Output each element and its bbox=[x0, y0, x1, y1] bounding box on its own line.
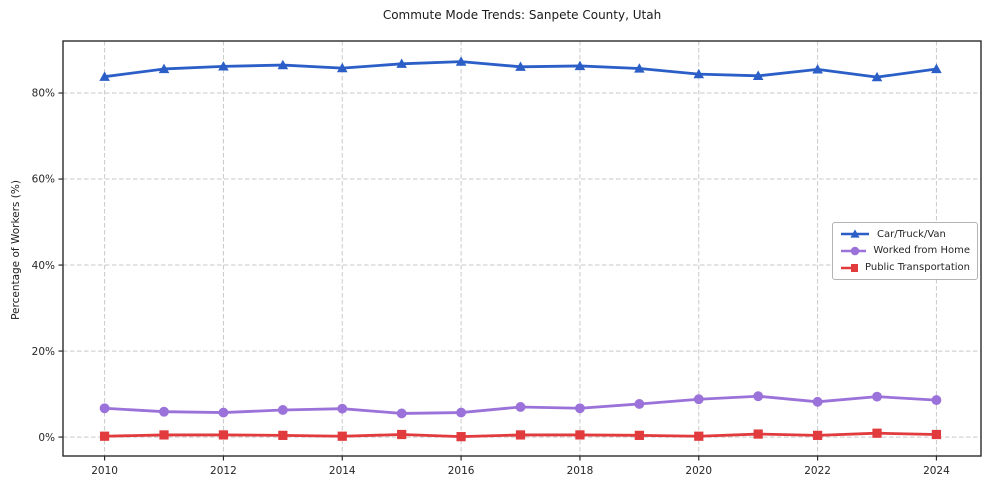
y-tick-label: 20% bbox=[32, 346, 55, 358]
x-tick-label: 2010 bbox=[91, 465, 118, 477]
x-tick-label: 2014 bbox=[329, 465, 356, 477]
legend-label: Worked from Home bbox=[873, 245, 970, 257]
legend: Car/Truck/Van Worked from Home Public Tran… bbox=[832, 222, 978, 280]
data-point-marker bbox=[277, 59, 289, 70]
x-tick-label: 2024 bbox=[923, 465, 950, 477]
legend-sample-triangle-icon bbox=[841, 229, 869, 238]
data-point-marker bbox=[694, 431, 704, 441]
data-point-marker bbox=[872, 391, 882, 402]
series-public-transportation bbox=[99, 428, 942, 442]
data-point-marker bbox=[456, 432, 466, 442]
data-point-marker bbox=[99, 71, 110, 81]
legend-entry-public-transportation: Public Transportation bbox=[840, 262, 970, 274]
data-point-marker bbox=[753, 429, 763, 439]
data-point-marker bbox=[337, 403, 348, 414]
data-point-marker bbox=[575, 403, 585, 414]
legend-sample-circle-icon bbox=[841, 246, 867, 256]
data-point-marker bbox=[872, 428, 882, 438]
data-point-marker bbox=[931, 63, 942, 74]
chart-title: Commute Mode Trends: Sanpete County, Uta… bbox=[382, 8, 662, 22]
data-point-marker bbox=[634, 399, 645, 409]
data-point-marker bbox=[99, 403, 110, 414]
data-point-marker bbox=[693, 394, 704, 405]
y-tick-label: 40% bbox=[32, 260, 55, 272]
data-point-marker bbox=[159, 406, 169, 417]
data-point-marker bbox=[336, 62, 348, 73]
data-point-marker bbox=[931, 429, 942, 440]
data-point-marker bbox=[218, 61, 229, 71]
data-point-marker bbox=[278, 430, 288, 440]
data-point-marker bbox=[752, 70, 764, 80]
y-tick-label: 0% bbox=[38, 432, 55, 444]
legend-label: Public Transportation bbox=[865, 262, 970, 274]
data-point-marker bbox=[158, 63, 170, 74]
x-tick-label: 2020 bbox=[685, 465, 712, 477]
data-point-marker bbox=[634, 63, 645, 73]
data-point-marker bbox=[218, 407, 229, 418]
data-point-marker bbox=[277, 405, 288, 415]
data-point-marker bbox=[871, 71, 883, 82]
data-point-marker bbox=[515, 430, 526, 440]
legend-label: Car/Truck/Van bbox=[877, 228, 946, 240]
legend-marker-icon bbox=[850, 263, 859, 272]
legend-entry-worked-from-home: Worked from Home bbox=[840, 245, 970, 257]
x-tick-label: 2022 bbox=[804, 465, 831, 477]
data-point-marker bbox=[456, 407, 467, 418]
data-point-marker bbox=[397, 429, 407, 440]
data-point-marker bbox=[396, 58, 407, 68]
series-worked-from-home bbox=[99, 391, 942, 419]
y-tick-label: 60% bbox=[32, 174, 55, 186]
data-point-marker bbox=[634, 430, 644, 440]
data-point-marker bbox=[455, 56, 467, 66]
data-point-marker bbox=[515, 402, 526, 412]
data-point-marker bbox=[218, 430, 229, 440]
legend-marker-icon bbox=[850, 246, 860, 256]
legend-marker-icon bbox=[850, 229, 860, 238]
data-point-marker bbox=[99, 431, 110, 441]
axis-ticks: 2010 2012 2014 2016 2018 2020 2022 2024 0% 20% 40%… bbox=[32, 88, 950, 477]
data-point-marker bbox=[515, 61, 526, 71]
axes-border bbox=[62, 40, 982, 457]
data-point-marker bbox=[337, 431, 347, 441]
data-point-marker bbox=[812, 430, 823, 440]
data-point-marker bbox=[575, 430, 585, 440]
series-car-truck-van bbox=[99, 56, 942, 82]
data-point-marker bbox=[931, 395, 942, 406]
data-point-marker bbox=[812, 396, 823, 407]
y-tick-label: 80% bbox=[32, 88, 55, 100]
data-point-marker bbox=[159, 430, 169, 440]
x-tick-label: 2018 bbox=[567, 465, 594, 477]
data-point-marker bbox=[812, 64, 823, 74]
legend-entry-car-truck-van: Car/Truck/Van bbox=[840, 228, 970, 240]
data-point-marker bbox=[574, 60, 586, 71]
x-tick-label: 2016 bbox=[448, 465, 475, 477]
legend-sample-square-icon bbox=[841, 263, 859, 272]
x-tick-label: 2012 bbox=[210, 465, 237, 477]
data-point-marker bbox=[396, 408, 407, 419]
data-point-marker bbox=[753, 391, 764, 402]
data-point-marker bbox=[693, 68, 705, 79]
